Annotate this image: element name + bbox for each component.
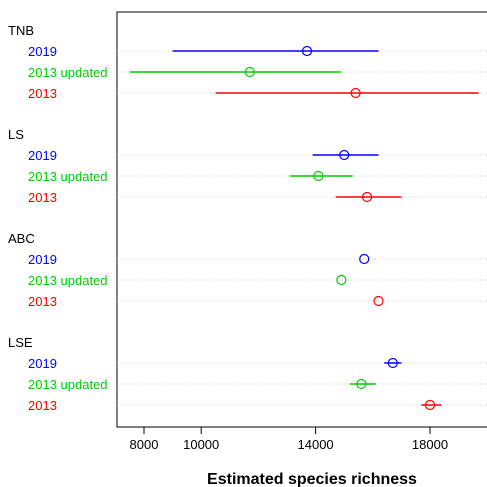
- row-label-lse-2013-updated: 2013 updated: [28, 377, 108, 392]
- point-lse-2013-updated: [356, 378, 367, 390]
- point-abc-2013: [373, 295, 384, 307]
- row-label-abc-2019: 2019: [28, 252, 57, 267]
- plot-frame: [116, 11, 487, 428]
- point-tnb-2013-updated: [244, 66, 255, 78]
- group-label-tnb: TNB: [8, 23, 34, 38]
- row-label-lse-2019: 2019: [28, 356, 57, 371]
- row-label-tnb-2019: 2019: [28, 44, 57, 59]
- point-ls-2013: [361, 191, 373, 203]
- row-label-ls-2019: 2019: [28, 148, 57, 163]
- row-label-ls-2013: 2013: [28, 190, 57, 205]
- group-label-abc: ABC: [8, 231, 35, 246]
- point-tnb-2013: [350, 87, 361, 99]
- point-ls-2019: [339, 149, 350, 161]
- row-label-ls-2013-updated: 2013 updated: [28, 169, 108, 184]
- row-label-abc-2013: 2013: [28, 294, 57, 309]
- row-label-abc-2013-updated: 2013 updated: [28, 273, 108, 288]
- point-abc-2019: [359, 253, 370, 265]
- x-tick-label: 8000: [130, 437, 159, 452]
- point-lse-2019: [387, 357, 398, 369]
- group-label-ls: LS: [8, 127, 24, 142]
- x-tick-label: 18000: [412, 437, 448, 452]
- row-label-tnb-2013-updated: 2013 updated: [28, 65, 108, 80]
- point-lse-2013: [424, 399, 436, 411]
- row-label-tnb-2013: 2013: [28, 86, 57, 101]
- point-tnb-2019: [301, 45, 313, 57]
- x-tick-label: 14000: [298, 437, 334, 452]
- point-ls-2013-updated: [313, 170, 324, 182]
- x-tick-label: 10000: [183, 437, 219, 452]
- x-axis-label: Estimated species richness: [207, 471, 417, 487]
- point-abc-2013-updated: [336, 274, 347, 286]
- row-label-lse-2013: 2013: [28, 398, 57, 413]
- group-label-lse: LSE: [8, 335, 33, 350]
